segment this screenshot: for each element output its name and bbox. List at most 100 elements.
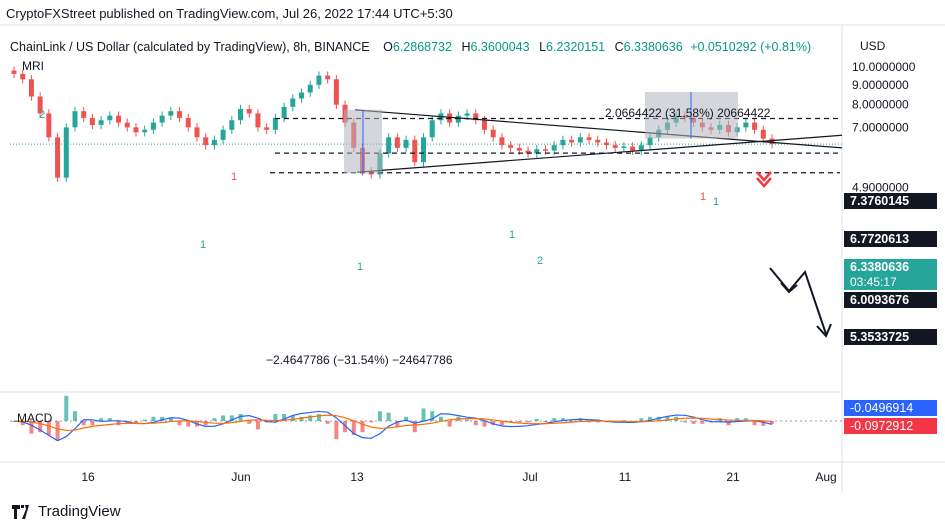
macd-histogram-bar (552, 418, 557, 421)
x-tick-label: Jun (231, 470, 250, 484)
candle-body[interactable] (464, 113, 470, 116)
candle-body[interactable] (760, 129, 766, 139)
candle-body[interactable] (107, 115, 113, 121)
candle-body[interactable] (586, 137, 592, 140)
candle-body[interactable] (420, 137, 426, 163)
candle-body[interactable] (647, 137, 653, 146)
macd-histogram-bar (64, 395, 69, 421)
y-tick-label: 7.0000000 (852, 120, 909, 134)
candle-body[interactable] (98, 120, 104, 125)
macd-histogram-bar (38, 421, 43, 433)
candle-body[interactable] (542, 149, 548, 151)
candle-body[interactable] (560, 139, 566, 146)
macd-histogram-bar (247, 421, 252, 424)
candle-body[interactable] (455, 115, 461, 123)
macd-histogram-bar (526, 421, 531, 423)
macd-indicator-label[interactable]: MACD (17, 411, 53, 425)
macd-histogram-bar (639, 418, 644, 421)
candle-body[interactable] (194, 127, 200, 138)
candle-body[interactable] (429, 120, 435, 138)
candle-body[interactable] (612, 145, 618, 148)
candle-body[interactable] (272, 117, 278, 130)
macd-histogram-bar (81, 421, 86, 426)
macd-histogram-bar (238, 414, 243, 421)
candle-body[interactable] (116, 115, 122, 123)
candle-body[interactable] (769, 138, 775, 145)
candle-body[interactable] (159, 115, 165, 123)
candle-body[interactable] (281, 106, 287, 118)
high-value: 6.3600043 (470, 40, 530, 54)
macd-histogram-bar (133, 421, 138, 424)
candle-body[interactable] (516, 147, 522, 151)
candle-body[interactable] (20, 73, 26, 80)
candle-body[interactable] (333, 79, 339, 105)
candle-body[interactable] (290, 98, 296, 107)
candle-body[interactable] (577, 137, 583, 143)
low-value: 6.2320151 (546, 40, 606, 54)
candle-body[interactable] (386, 137, 392, 154)
candle-body[interactable] (508, 145, 514, 148)
candle-body[interactable] (621, 146, 627, 149)
candle-body[interactable] (473, 113, 479, 121)
candle-body[interactable] (752, 122, 758, 130)
macd-histogram-bar (107, 418, 112, 421)
candle-body[interactable] (177, 111, 183, 118)
candle-body[interactable] (569, 139, 575, 143)
candle-body[interactable] (246, 109, 252, 114)
candle-body[interactable] (142, 129, 148, 133)
tradingview-footer[interactable]: TradingView (12, 503, 121, 520)
candle-body[interactable] (525, 150, 531, 154)
mri-indicator-label[interactable]: MRI (22, 59, 44, 73)
candle-body[interactable] (81, 111, 87, 118)
candle-body[interactable] (238, 109, 244, 121)
candle-body[interactable] (316, 75, 322, 85)
candle-body[interactable] (743, 122, 749, 128)
candle-body[interactable] (264, 127, 270, 130)
candle-body[interactable] (211, 139, 217, 146)
candle-body[interactable] (325, 75, 331, 80)
candle-body[interactable] (603, 142, 609, 146)
candle-body[interactable] (595, 139, 601, 143)
candle-body[interactable] (481, 120, 487, 130)
candle-body[interactable] (37, 96, 43, 114)
candle-body[interactable] (63, 127, 69, 178)
macd-histogram-bar (482, 421, 487, 427)
candle-body[interactable] (28, 79, 34, 97)
candle-body[interactable] (89, 117, 95, 125)
ascending-trendline[interactable] (356, 134, 843, 173)
macd-histogram-bar (116, 421, 121, 426)
projection-path[interactable] (769, 267, 827, 335)
candle-body[interactable] (412, 139, 418, 163)
candle-body[interactable] (203, 137, 209, 146)
candle-body[interactable] (133, 127, 139, 133)
candle-body[interactable] (490, 129, 496, 138)
candle-body[interactable] (11, 70, 17, 74)
candle-body[interactable] (220, 129, 226, 140)
resistance-tag: 6.7720613 (844, 231, 937, 247)
candle-body[interactable] (55, 137, 61, 178)
mri-marker: 1 (200, 239, 206, 251)
candle-body[interactable] (255, 113, 261, 128)
candle-body[interactable] (638, 145, 644, 151)
candle-body[interactable] (630, 146, 636, 151)
candle-body[interactable] (124, 122, 130, 128)
candle-body[interactable] (499, 137, 505, 146)
candle-body[interactable] (72, 111, 78, 128)
macd-histogram-bar (273, 414, 278, 421)
candle-body[interactable] (150, 122, 156, 130)
candle-body[interactable] (46, 113, 52, 138)
candle-body[interactable] (534, 149, 540, 154)
candle-body[interactable] (185, 117, 191, 128)
candle-body[interactable] (394, 137, 400, 148)
candle-body[interactable] (168, 111, 174, 116)
projection-arrowhead-small (780, 282, 798, 294)
y-tick-label: 10.0000000 (852, 60, 916, 74)
candle-body[interactable] (229, 120, 235, 130)
candle-body[interactable] (299, 92, 305, 99)
candle-body[interactable] (551, 145, 557, 151)
x-tick-label: 13 (350, 470, 364, 484)
candle-body[interactable] (307, 84, 313, 93)
macd-histogram-bar (125, 421, 130, 424)
